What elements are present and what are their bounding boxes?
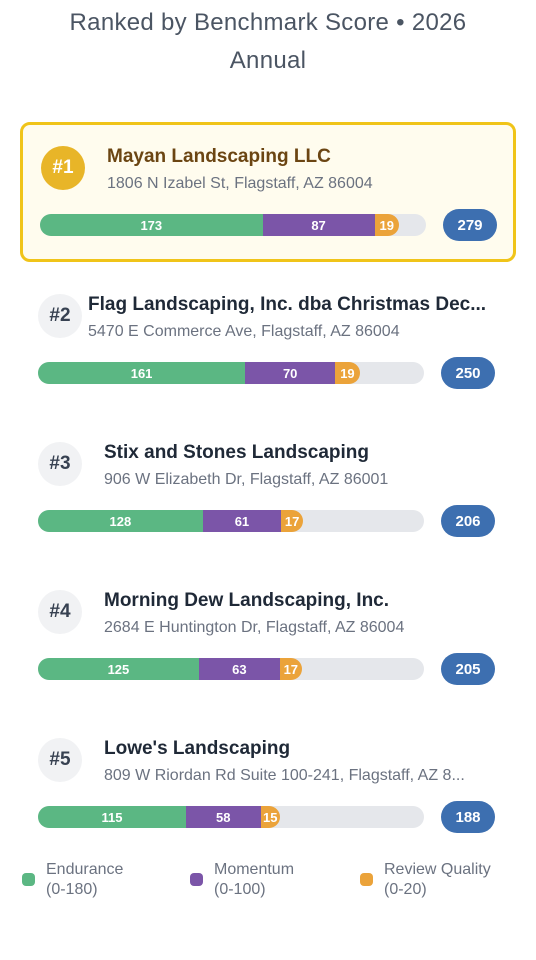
page-title: Ranked by Benchmark Score • 2026 Annual [69,9,467,74]
business-name: Mayan Landscaping LLC [107,146,331,167]
score-segment: 125 [38,658,199,680]
legend-label: Review Quality [384,861,491,878]
score-segment: 128 [38,510,203,532]
rank-badge: #2 [38,294,82,338]
business-address: 809 W Riordan Rd Suite 100-241, Flagstaf… [104,767,465,784]
score-segment: 17 [281,510,304,532]
score-segment: 17 [279,658,302,680]
top-card [20,122,516,262]
total-score: 205 [441,653,495,685]
score-segment: 61 [202,510,282,532]
score-segment: 63 [198,658,280,680]
rank-badge: #4 [38,590,82,634]
score-segment: 173 [40,214,263,236]
score-segment: 19 [335,362,360,384]
business-name: Flag Landscaping, Inc. dba Christmas Dec… [88,294,487,315]
total-score: 206 [441,505,495,537]
legend-swatch [360,873,373,886]
business-address: 1806 N Izabel St, Flagstaff, AZ 86004 [107,175,373,192]
total-score: 279 [443,209,497,241]
score-segment: 58 [185,806,261,828]
score-track: 161 70 19 [38,362,424,384]
score-segment: 19 [374,214,399,236]
legend-range: (0-100) [214,881,266,898]
total-score: 250 [441,357,495,389]
legend-swatch [190,873,203,886]
score-segment: 161 [38,362,246,384]
legend-label: Momentum [214,861,295,878]
rank-badge: #3 [38,442,82,486]
rank-badge: #1 [41,146,85,190]
business-name: Morning Dew Landscaping, Inc. [104,590,390,611]
legend-swatch [22,873,35,886]
legend-range: (0-20) [384,881,427,898]
legend-range: (0-180) [46,881,98,898]
score-track: 173 87 19 [40,214,426,236]
score-segment: 87 [262,214,375,236]
business-name: Stix and Stones Landscaping [104,442,369,463]
total-score: 188 [441,801,495,833]
business-address: 5470 E Commerce Ave, Flagstaff, AZ 86004 [88,323,400,340]
business-address: 2684 E Huntington Dr, Flagstaff, AZ 8600… [104,619,405,636]
business-address: 906 W Elizabeth Dr, Flagstaff, AZ 86001 [104,471,389,488]
legend-label: Endurance [46,861,124,878]
score-track: 125 63 17 [38,658,424,680]
score-segment: 70 [245,362,336,384]
score-segment: 115 [38,806,186,828]
business-name: Lowe's Landscaping [104,738,291,759]
rank-badge: #5 [38,738,82,782]
score-track: 115 58 15 [38,806,424,828]
score-segment: 15 [260,806,280,828]
score-track: 128 61 17 [38,510,424,532]
